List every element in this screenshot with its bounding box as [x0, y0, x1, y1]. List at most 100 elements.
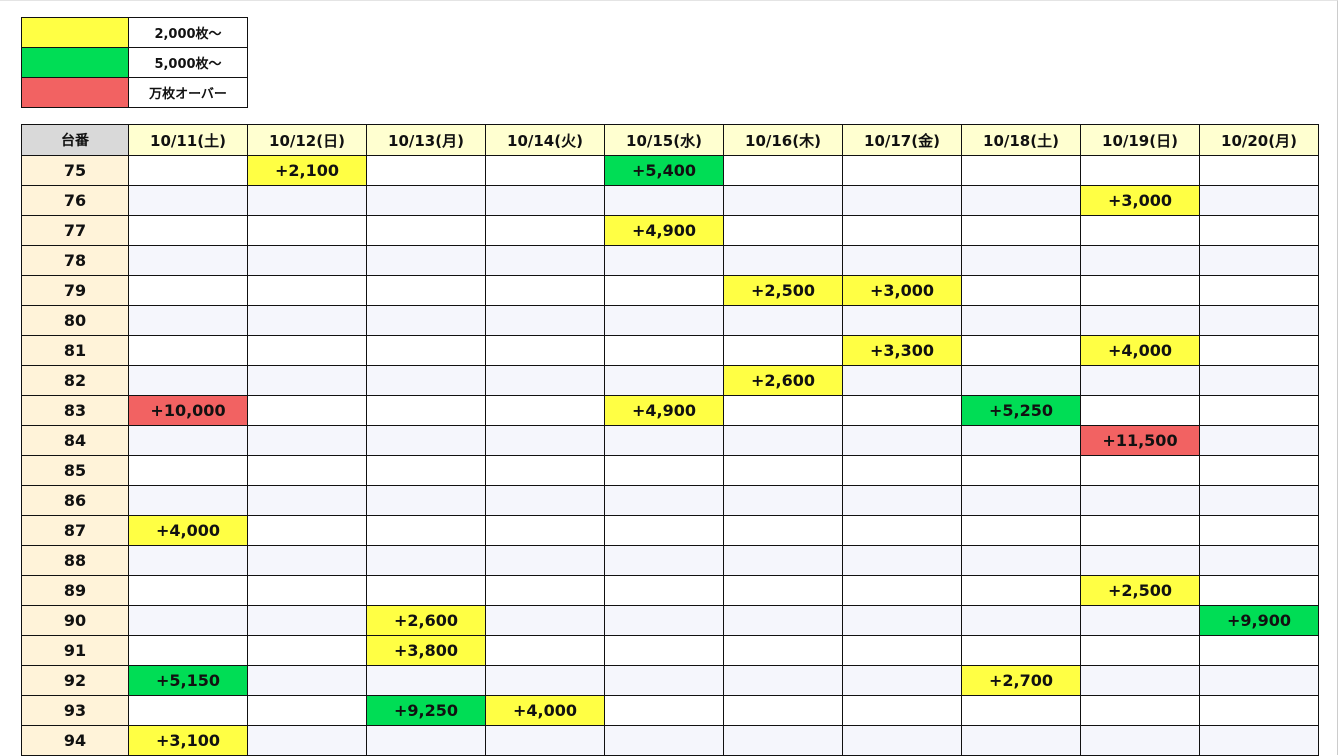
payout-cell[interactable]: [128, 185, 248, 216]
payout-cell[interactable]: [366, 395, 486, 426]
payout-cell[interactable]: [1080, 485, 1200, 516]
payout-cell[interactable]: [247, 335, 367, 366]
payout-cell[interactable]: [604, 725, 724, 756]
payout-cell[interactable]: [723, 635, 843, 666]
payout-cell[interactable]: [604, 335, 724, 366]
payout-cell[interactable]: [1199, 635, 1319, 666]
payout-cell[interactable]: [485, 365, 605, 396]
payout-cell[interactable]: [842, 155, 962, 186]
payout-cell[interactable]: +2,500: [1080, 575, 1200, 606]
payout-cell[interactable]: [485, 215, 605, 246]
payout-cell[interactable]: [1199, 245, 1319, 276]
payout-cell[interactable]: [961, 605, 1081, 636]
payout-cell[interactable]: [842, 605, 962, 636]
payout-cell[interactable]: [842, 215, 962, 246]
payout-cell[interactable]: [485, 425, 605, 456]
payout-cell[interactable]: +4,900: [604, 215, 724, 246]
payout-cell[interactable]: [247, 515, 367, 546]
payout-cell[interactable]: [961, 155, 1081, 186]
payout-cell[interactable]: [1199, 455, 1319, 486]
payout-cell[interactable]: [604, 695, 724, 726]
payout-cell[interactable]: [128, 215, 248, 246]
payout-cell[interactable]: [723, 665, 843, 696]
payout-cell[interactable]: [1199, 545, 1319, 576]
payout-cell[interactable]: [723, 455, 843, 486]
payout-cell[interactable]: [604, 185, 724, 216]
payout-cell[interactable]: [128, 455, 248, 486]
payout-cell[interactable]: [485, 155, 605, 186]
payout-cell[interactable]: [961, 275, 1081, 306]
payout-cell[interactable]: [604, 305, 724, 336]
payout-cell[interactable]: [485, 305, 605, 336]
payout-cell[interactable]: [485, 335, 605, 366]
payout-cell[interactable]: +3,300: [842, 335, 962, 366]
payout-cell[interactable]: [723, 185, 843, 216]
payout-cell[interactable]: [1080, 455, 1200, 486]
payout-cell[interactable]: [1080, 635, 1200, 666]
payout-cell[interactable]: [247, 395, 367, 426]
payout-cell[interactable]: [128, 155, 248, 186]
payout-cell[interactable]: [128, 635, 248, 666]
payout-cell[interactable]: [723, 725, 843, 756]
payout-cell[interactable]: [723, 305, 843, 336]
payout-cell[interactable]: [247, 245, 367, 276]
payout-cell[interactable]: [485, 665, 605, 696]
payout-cell[interactable]: [961, 425, 1081, 456]
payout-cell[interactable]: [1080, 695, 1200, 726]
payout-cell[interactable]: [366, 305, 486, 336]
payout-cell[interactable]: [366, 215, 486, 246]
payout-cell[interactable]: [842, 305, 962, 336]
payout-cell[interactable]: [128, 695, 248, 726]
payout-cell[interactable]: [247, 215, 367, 246]
payout-cell[interactable]: +3,000: [1080, 185, 1200, 216]
payout-cell[interactable]: [366, 545, 486, 576]
payout-cell[interactable]: [842, 575, 962, 606]
payout-cell[interactable]: [1199, 335, 1319, 366]
payout-cell[interactable]: [485, 395, 605, 426]
payout-cell[interactable]: [604, 455, 724, 486]
payout-cell[interactable]: [1080, 665, 1200, 696]
payout-cell[interactable]: [366, 485, 486, 516]
payout-cell[interactable]: [961, 245, 1081, 276]
payout-cell[interactable]: [1080, 365, 1200, 396]
payout-cell[interactable]: [247, 485, 367, 516]
payout-cell[interactable]: [961, 335, 1081, 366]
payout-cell[interactable]: [842, 455, 962, 486]
payout-cell[interactable]: [247, 545, 367, 576]
payout-cell[interactable]: [961, 365, 1081, 396]
payout-cell[interactable]: [723, 545, 843, 576]
payout-cell[interactable]: [128, 605, 248, 636]
payout-cell[interactable]: [961, 215, 1081, 246]
payout-cell[interactable]: [1080, 725, 1200, 756]
payout-cell[interactable]: [1199, 515, 1319, 546]
payout-cell[interactable]: [247, 425, 367, 456]
payout-cell[interactable]: +5,250: [961, 395, 1081, 426]
payout-cell[interactable]: [247, 305, 367, 336]
payout-cell[interactable]: [842, 245, 962, 276]
payout-cell[interactable]: [366, 665, 486, 696]
payout-cell[interactable]: [961, 725, 1081, 756]
payout-cell[interactable]: +9,250: [366, 695, 486, 726]
payout-cell[interactable]: [1199, 665, 1319, 696]
payout-cell[interactable]: [366, 275, 486, 306]
payout-cell[interactable]: +2,500: [723, 275, 843, 306]
payout-cell[interactable]: [1080, 605, 1200, 636]
payout-cell[interactable]: [128, 275, 248, 306]
payout-cell[interactable]: [604, 635, 724, 666]
payout-cell[interactable]: [366, 245, 486, 276]
payout-cell[interactable]: [604, 545, 724, 576]
payout-cell[interactable]: [604, 605, 724, 636]
payout-cell[interactable]: [128, 545, 248, 576]
payout-cell[interactable]: [1199, 215, 1319, 246]
payout-cell[interactable]: +3,100: [128, 725, 248, 756]
payout-cell[interactable]: [604, 425, 724, 456]
payout-cell[interactable]: +2,600: [366, 605, 486, 636]
payout-cell[interactable]: [604, 365, 724, 396]
payout-cell[interactable]: [1199, 575, 1319, 606]
payout-cell[interactable]: [247, 665, 367, 696]
payout-cell[interactable]: [604, 485, 724, 516]
payout-cell[interactable]: +2,600: [723, 365, 843, 396]
payout-cell[interactable]: +3,000: [842, 275, 962, 306]
payout-cell[interactable]: [247, 605, 367, 636]
payout-cell[interactable]: +2,700: [961, 665, 1081, 696]
